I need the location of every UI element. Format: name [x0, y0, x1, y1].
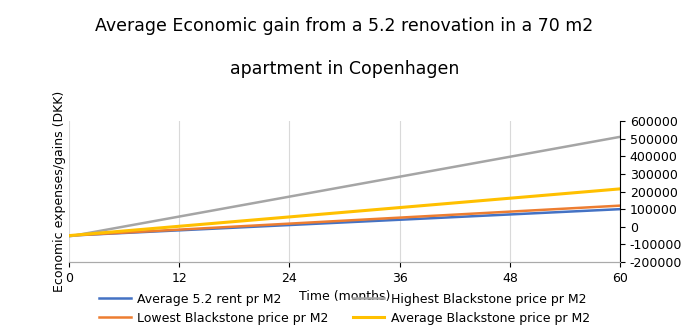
Lowest Blackstone price pr M2 [212, 225, 220, 229]
Text: Average Economic gain from a 5.2 renovation in a 70 m2: Average Economic gain from a 5.2 renovat… [95, 17, 594, 35]
Line: Highest Blackstone price pr M2: Highest Blackstone price pr M2 [69, 137, 620, 237]
Average 5.2 rent pr M2 [616, 207, 624, 211]
Average 5.2 rent pr M2 [65, 234, 73, 238]
Lowest Blackstone price pr M2 [87, 233, 95, 237]
Average Blackstone price pr M2 [569, 191, 577, 195]
Average Blackstone price pr M2 [616, 187, 624, 191]
Lowest Blackstone price pr M2 [98, 232, 106, 236]
Average 5.2 rent pr M2 [87, 233, 95, 237]
Average Blackstone price pr M2 [212, 221, 220, 225]
Lowest Blackstone price pr M2 [588, 205, 597, 209]
Average 5.2 rent pr M2 [588, 208, 597, 212]
Text: apartment in Copenhagen: apartment in Copenhagen [230, 60, 459, 79]
Lowest Blackstone price pr M2 [167, 228, 176, 232]
Highest Blackstone price pr M2 [167, 216, 176, 220]
X-axis label: Time (months): Time (months) [299, 290, 390, 303]
Highest Blackstone price pr M2 [616, 135, 624, 139]
Average 5.2 rent pr M2 [212, 226, 220, 230]
Legend: Average 5.2 rent pr M2, Lowest Blackstone price pr M2, Highest Blackstone price : Average 5.2 rent pr M2, Lowest Blackston… [94, 288, 595, 330]
Average Blackstone price pr M2 [98, 231, 106, 235]
Average Blackstone price pr M2 [588, 189, 597, 193]
Highest Blackstone price pr M2 [65, 235, 73, 239]
Lowest Blackstone price pr M2 [569, 206, 577, 210]
Average 5.2 rent pr M2 [98, 232, 106, 236]
Highest Blackstone price pr M2 [588, 140, 597, 144]
Line: Lowest Blackstone price pr M2: Lowest Blackstone price pr M2 [69, 206, 620, 236]
Highest Blackstone price pr M2 [569, 143, 577, 148]
Average Blackstone price pr M2 [87, 232, 95, 236]
Line: Average 5.2 rent pr M2: Average 5.2 rent pr M2 [69, 209, 620, 236]
Highest Blackstone price pr M2 [87, 230, 95, 235]
Average 5.2 rent pr M2 [569, 209, 577, 213]
Average Blackstone price pr M2 [167, 225, 176, 229]
Average 5.2 rent pr M2 [167, 229, 176, 233]
Y-axis label: Economic expenses/gains (DKK): Economic expenses/gains (DKK) [53, 91, 66, 292]
Lowest Blackstone price pr M2 [616, 204, 624, 208]
Average Blackstone price pr M2 [65, 234, 73, 238]
Highest Blackstone price pr M2 [98, 228, 106, 233]
Highest Blackstone price pr M2 [212, 208, 220, 212]
Line: Average Blackstone price pr M2: Average Blackstone price pr M2 [69, 189, 620, 236]
Lowest Blackstone price pr M2 [65, 234, 73, 238]
